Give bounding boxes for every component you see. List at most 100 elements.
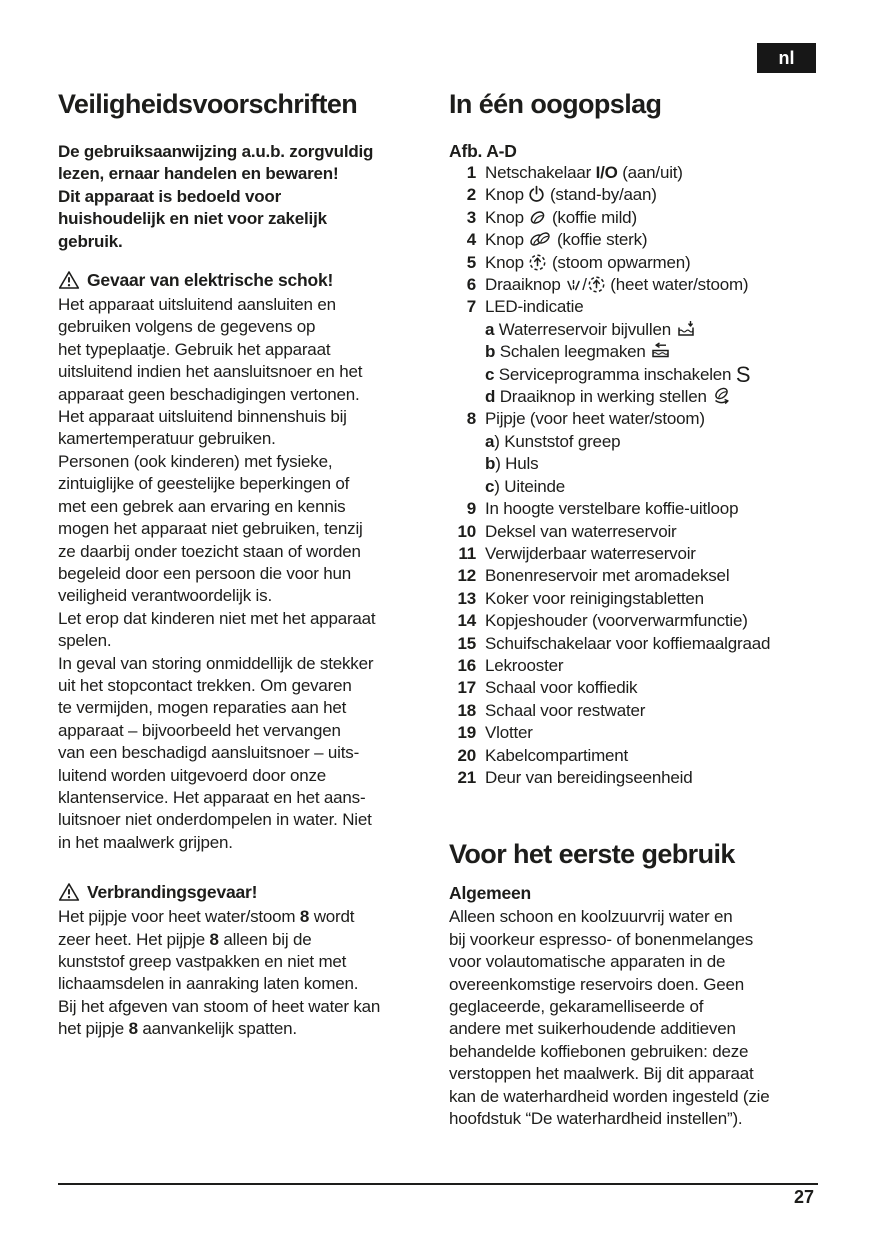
item-text: Draaiknop [485, 275, 566, 295]
item-number: 20 [457, 745, 476, 765]
item-text: Deksel van waterreservoir [485, 521, 677, 541]
electric-shock-heading: Gevaar van elektrische schok! [58, 268, 444, 292]
item-text: LED-indicatie [485, 297, 584, 317]
item-number: 7 [466, 297, 476, 317]
burn-hazard-body: Het pijpje voor heet water/stoom 8 wordt… [58, 906, 444, 1040]
list-subitem: a Waterreservoir bijvullen [449, 319, 841, 341]
list-subitem: b) Huls [449, 453, 841, 475]
subitem-text: ) Uiteinde [494, 476, 566, 496]
item-number: 11 [458, 543, 476, 563]
subitem-text: Schalen leegmaken [495, 342, 651, 362]
io-label: I/O [595, 163, 618, 182]
item-number: 9 [466, 499, 476, 519]
burn-hazard-text: alleen bij de kunststof greep vastpakken… [58, 929, 381, 1039]
hot-water-icon [567, 277, 580, 291]
item-text: (koffie mild) [547, 207, 637, 227]
item-number: 4 [466, 230, 476, 250]
item-number: 1 [466, 163, 476, 182]
subitem-text: Serviceprogramma inschakelen [494, 364, 736, 384]
item-number: 14 [457, 611, 476, 631]
list-item: 1 Netschakelaar I/O (aan/uit) [449, 162, 841, 184]
burn-hazard-text: wordt zeer heet. Het pijpje [58, 907, 355, 949]
electric-shock-heading-text: Gevaar van elektrische schok! [87, 270, 334, 291]
subitem-letter: a [485, 431, 495, 451]
service-program-icon: S [735, 361, 751, 387]
subitem-letter: c [485, 476, 495, 496]
parts-list: 1 Netschakelaar I/O (aan/uit) 2 Knop (st… [449, 162, 841, 789]
safety-intro: De gebruiksaanwijzing a.u.b. zorgvuldig … [58, 142, 374, 251]
figure-reference: Afb. A-D [449, 141, 517, 161]
first-use-body: Alleen schoon en koolzuurvrij water en b… [449, 907, 770, 1129]
list-item: 14 Kopjeshouder (voorverwarmfunctie) [449, 610, 841, 632]
list-item: 16 Lekrooster [449, 655, 841, 677]
burn-hazard-text: aanvankelijk spatten. [137, 1019, 297, 1039]
part-ref-8: 8 [128, 1019, 138, 1039]
list-subitem: d Draaiknop in werking stellen [449, 386, 841, 408]
item-text: (heet water/stoom) [605, 275, 749, 295]
list-item: 4 Knop (koffie sterk) [449, 229, 841, 251]
first-use-title: Voor het eerste gebruik [449, 839, 735, 870]
list-item: 10 Deksel van waterreservoir [449, 521, 841, 543]
item-text: In hoogte verstelbare koffie-uitloop [485, 499, 739, 519]
item-text: Lekrooster [485, 655, 564, 675]
page-number: 27 [793, 1187, 814, 1207]
item-number: 19 [457, 723, 476, 743]
rotate-knob-icon [715, 387, 729, 405]
safety-title: Veiligheidsvoorschriften [58, 89, 358, 119]
list-item: 12 Bonenreservoir met aromadeksel [449, 565, 841, 587]
subitem-text: Draaiknop in werking stellen [495, 387, 712, 407]
item-text: Kopjeshouder (voorverwarmfunctie) [485, 611, 748, 631]
list-item: 17 Schaal voor koffiedik [449, 677, 841, 699]
list-item: 2 Knop (stand-by/aan) [449, 184, 841, 206]
item-text: (stoom opwarmen) [547, 252, 691, 272]
list-item: 11 Verwijderbaar waterreservoir [449, 543, 841, 565]
warning-triangle-icon [58, 271, 80, 289]
item-number: 6 [466, 275, 476, 295]
fill-water-reservoir-icon [677, 320, 694, 336]
item-number: 10 [457, 521, 476, 541]
item-text: Schaal voor restwater [485, 700, 646, 720]
item-text: (aan/uit) [617, 163, 683, 182]
electric-shock-body: Het apparaat uitsluitend aansluiten en g… [58, 295, 376, 852]
item-text: Schuifschakelaar voor koffiemaalgraad [485, 633, 771, 653]
part-ref-8: 8 [299, 907, 310, 927]
burn-hazard-heading: Verbrandingsgevaar! [58, 880, 444, 904]
item-text: Deur van bereidingseenheid [485, 767, 693, 787]
item-number: 2 [466, 185, 476, 205]
part-ref-8: 8 [209, 929, 219, 949]
list-subitem: c) Uiteinde [449, 476, 841, 498]
item-text: Knop [485, 207, 529, 227]
list-subitem: a) Kunststof greep [449, 431, 841, 453]
item-text: Bonenreservoir met aromadeksel [485, 566, 730, 586]
item-number: 8 [466, 409, 476, 429]
list-item: 18 Schaal voor restwater [449, 700, 841, 722]
subitem-text: Waterreservoir bijvullen [494, 319, 676, 339]
list-subitem: b Schalen leegmaken [449, 341, 841, 363]
list-item: 7 LED-indicatie [449, 296, 841, 318]
list-item: 8 Pijpje (voor heet water/stoom) [449, 408, 841, 430]
item-text: Schaal voor koffiedik [485, 678, 638, 698]
item-text: / [582, 275, 587, 295]
item-text: Koker voor reinigingstabletten [485, 588, 704, 608]
item-text: Pijpje (voor heet water/stoom) [485, 409, 705, 429]
subitem-text: ) Huls [495, 454, 539, 474]
subitem-letter: c [485, 364, 495, 384]
item-text: (stand-by/aan) [545, 185, 657, 205]
item-number: 3 [466, 207, 476, 227]
footer-divider [58, 1183, 818, 1185]
list-item: 6 Draaiknop / (heet water/stoom) [449, 274, 841, 296]
list-item: 19 Vlotter [449, 722, 841, 744]
item-number: 18 [457, 700, 476, 720]
coffee-bean-icon [531, 211, 545, 224]
item-text: Knop [485, 230, 529, 250]
list-item: 20 Kabelcompartiment [449, 745, 841, 767]
subitem-letter: d [485, 387, 496, 407]
subitem-letter: b [485, 342, 496, 362]
steam-icon [529, 254, 546, 271]
list-item: 9 In hoogte verstelbare koffie-uitloop [449, 498, 841, 520]
list-item: 13 Koker voor reinigingstabletten [449, 588, 841, 610]
item-number: 5 [466, 252, 476, 272]
item-text: (koffie sterk) [552, 230, 648, 250]
item-text: Vlotter [485, 723, 533, 743]
